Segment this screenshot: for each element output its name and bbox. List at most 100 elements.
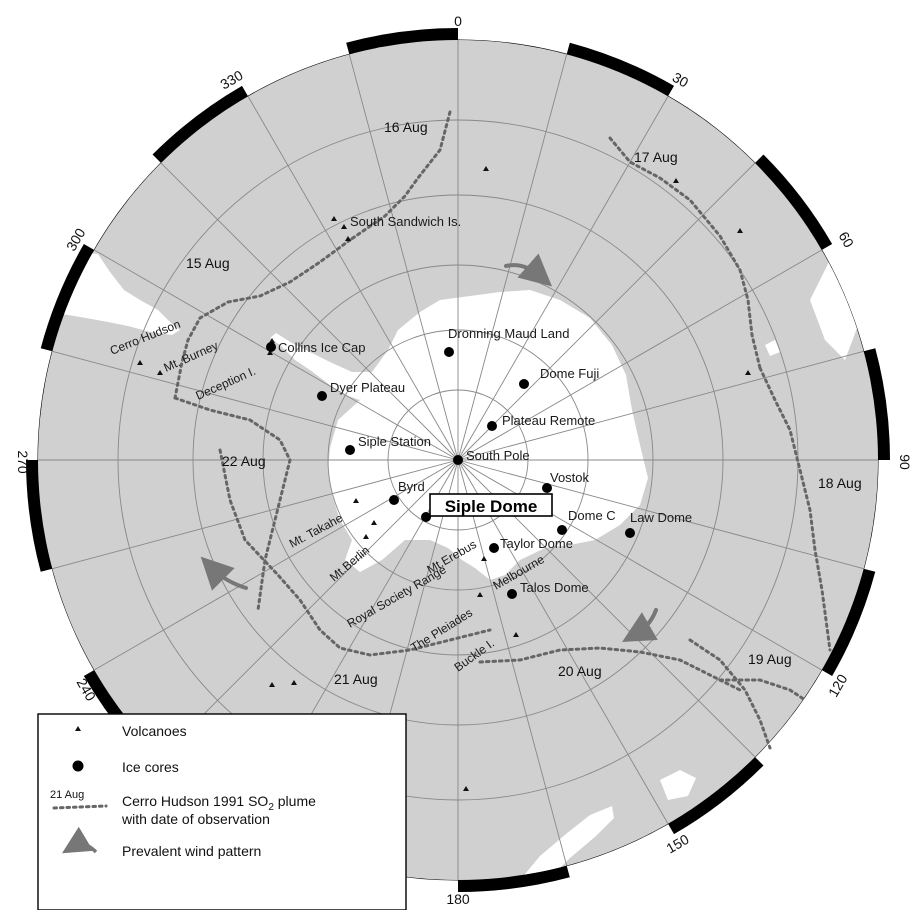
date-18aug: 18 Aug bbox=[818, 475, 862, 491]
tasmania bbox=[765, 340, 780, 356]
ice-core-collins bbox=[266, 342, 276, 352]
volcano-markers bbox=[137, 166, 751, 791]
label-plateau-remote: Plateau Remote bbox=[502, 413, 595, 428]
frame-segment bbox=[346, 28, 459, 55]
plume-20aug bbox=[478, 646, 742, 692]
ice-core-byrd bbox=[389, 495, 399, 505]
antarctic-peninsula bbox=[270, 333, 372, 400]
volcano bbox=[341, 224, 347, 229]
volcano bbox=[137, 360, 143, 365]
plume-19aug-b bbox=[718, 678, 807, 702]
volcano bbox=[737, 228, 743, 233]
label-siple-station: Siple Station bbox=[358, 434, 431, 449]
meridian-line bbox=[94, 249, 459, 461]
volcano bbox=[353, 498, 359, 503]
legend: Volcanoes Ice cores 21 Aug Cerro Hudson … bbox=[37, 713, 407, 910]
meridian-line bbox=[457, 249, 822, 461]
volcano bbox=[267, 350, 273, 355]
label-dyer-plateau: Dyer Plateau bbox=[330, 380, 405, 395]
lon-label-180: 180 bbox=[446, 891, 470, 907]
volcano bbox=[477, 592, 483, 597]
meridian-line bbox=[457, 459, 568, 866]
ice-core-dronning-maud bbox=[444, 347, 454, 357]
lon-label-90: 90 bbox=[897, 454, 913, 470]
ice-core-vostok bbox=[542, 483, 552, 493]
volcano bbox=[291, 680, 297, 685]
plume-19aug bbox=[688, 638, 772, 750]
legend-plume-sub: 2 bbox=[268, 802, 274, 813]
legend-plume-line1: Cerro Hudson 1991 SO2 plume bbox=[122, 793, 316, 813]
meridian-line bbox=[457, 459, 669, 824]
lon-label-30: 30 bbox=[670, 69, 692, 91]
volcano bbox=[269, 682, 275, 687]
legend-plume-line2: with date of observation bbox=[121, 811, 270, 827]
siple-dome-box bbox=[429, 493, 553, 517]
meridian-line bbox=[52, 350, 459, 461]
volcano bbox=[269, 338, 275, 343]
plume-15aug bbox=[173, 238, 352, 400]
meridian-line bbox=[457, 96, 669, 461]
wind-arrows bbox=[200, 253, 658, 642]
legend-ice-cores: Ice cores bbox=[122, 759, 179, 775]
plume-16aug bbox=[348, 110, 452, 242]
lon-label-60: 60 bbox=[836, 229, 858, 251]
legend-plume-pre: Cerro Hudson 1991 SO bbox=[122, 793, 268, 809]
volcano bbox=[463, 786, 469, 791]
label-south-sandwich: South Sandwich Is. bbox=[350, 214, 461, 229]
meridian-line bbox=[457, 459, 864, 570]
plume-21aug bbox=[218, 448, 492, 657]
label-dronning-maud-land: Dronning Maud Land bbox=[448, 326, 569, 341]
legend-volcano-symbol bbox=[75, 726, 81, 731]
new-zealand bbox=[520, 806, 614, 880]
volcano bbox=[371, 520, 377, 525]
label-collins-ice-cap: Collins Ice Cap bbox=[278, 340, 365, 355]
ice-core-law-dome bbox=[625, 528, 635, 538]
ice-core-markers bbox=[266, 342, 635, 599]
frame-segment bbox=[566, 42, 674, 97]
meridian-line bbox=[160, 162, 459, 461]
ice-core-plateau-remote bbox=[487, 421, 497, 431]
volcano bbox=[673, 178, 679, 183]
label-siple-dome: Siple Dome bbox=[445, 497, 538, 516]
legend-plume-symbol bbox=[52, 804, 108, 810]
frame-segment bbox=[821, 568, 876, 676]
legend-volcanoes: Volcanoes bbox=[122, 723, 187, 739]
volcano bbox=[513, 632, 519, 637]
ice-core-dome-c bbox=[557, 525, 567, 535]
ice-core-siple-station bbox=[345, 445, 355, 455]
volcano bbox=[745, 370, 751, 375]
frame-segment bbox=[863, 348, 890, 461]
antarctica bbox=[328, 290, 648, 580]
label-taylor-dome: Taylor Dome bbox=[500, 536, 573, 551]
legend-sample-date: 21 Aug bbox=[50, 789, 84, 801]
plume-22aug bbox=[173, 396, 292, 612]
wind-arrow-east bbox=[622, 608, 658, 642]
legend-wind: Prevalent wind pattern bbox=[122, 843, 261, 859]
meridian-line bbox=[52, 459, 459, 570]
date-22aug: 22 Aug bbox=[222, 453, 266, 469]
volcano bbox=[483, 166, 489, 171]
frame-segment bbox=[457, 865, 570, 892]
frame-segment bbox=[40, 244, 95, 352]
plume-17aug bbox=[608, 136, 762, 370]
ice-core-taylor-dome bbox=[489, 543, 499, 553]
label-dome-fuji: Dome Fuji bbox=[540, 366, 599, 381]
volcano bbox=[157, 370, 163, 375]
wind-arrow-north bbox=[504, 253, 553, 287]
meridian-line bbox=[94, 459, 459, 671]
frame-segment bbox=[754, 154, 833, 251]
label-south-pole: South Pole bbox=[466, 448, 530, 463]
meridian-line bbox=[457, 162, 756, 461]
volcano bbox=[481, 556, 487, 561]
date-19aug: 19 Aug bbox=[748, 651, 792, 667]
legend-box bbox=[37, 713, 407, 910]
so2-plume bbox=[173, 110, 832, 750]
meridian-line bbox=[348, 54, 459, 461]
volcano bbox=[331, 216, 337, 221]
ice-core-south-pole bbox=[453, 455, 463, 465]
volcano bbox=[345, 236, 351, 241]
date-15aug: 15 Aug bbox=[186, 255, 230, 271]
frame-segment bbox=[667, 756, 764, 835]
frame-segment bbox=[26, 459, 53, 572]
wind-arrow-west bbox=[200, 556, 248, 591]
